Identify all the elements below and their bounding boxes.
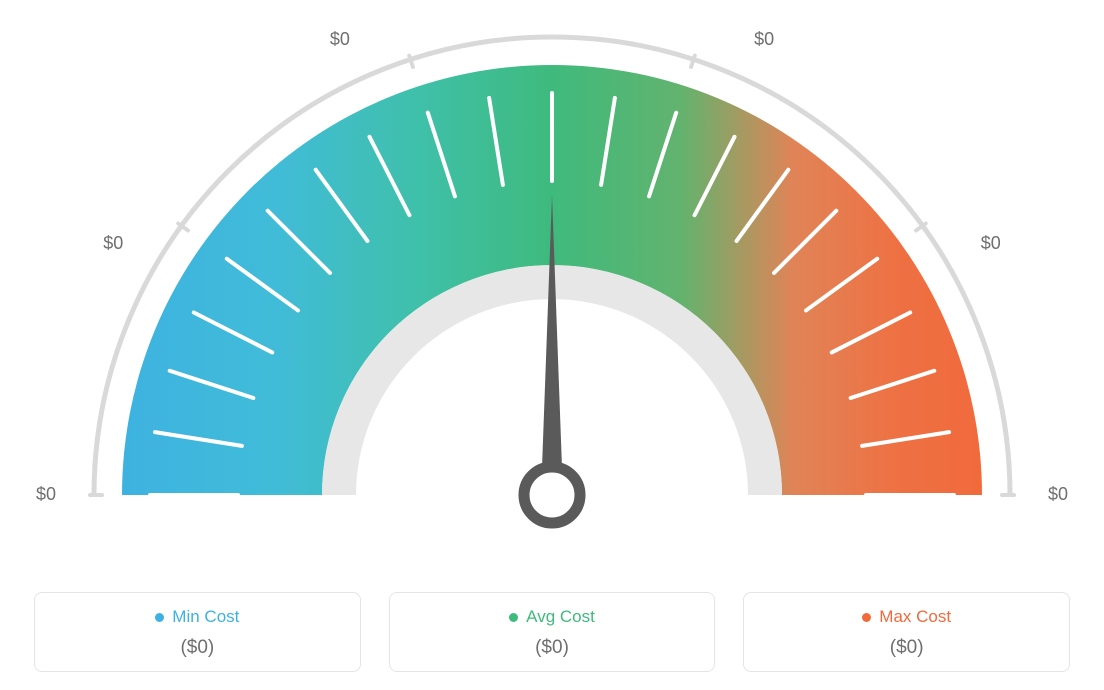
gauge-svg: $0 $0 $0 $0 $0 $0 (0, 0, 1104, 560)
svg-text:$0: $0 (754, 29, 774, 49)
gauge-chart: $0 $0 $0 $0 $0 $0 (0, 0, 1104, 560)
avg-cost-label: Avg Cost (526, 607, 595, 627)
avg-cost-title: Avg Cost (509, 607, 595, 627)
avg-cost-dot-icon (509, 613, 518, 622)
max-cost-dot-icon (862, 613, 871, 622)
cost-cards-row: Min Cost ($0) Avg Cost ($0) Max Cost ($0… (34, 592, 1070, 672)
min-cost-card: Min Cost ($0) (34, 592, 361, 672)
gauge-cost-widget: $0 $0 $0 $0 $0 $0 Min Cost ($0) Avg Cost ($0)… (0, 0, 1104, 690)
svg-text:$0: $0 (981, 233, 1001, 253)
max-cost-label: Max Cost (879, 607, 951, 627)
avg-cost-card: Avg Cost ($0) (389, 592, 716, 672)
svg-text:$0: $0 (330, 29, 350, 49)
svg-text:$0: $0 (1048, 484, 1068, 504)
max-cost-title: Max Cost (862, 607, 951, 627)
svg-text:$0: $0 (36, 484, 56, 504)
max-cost-value: ($0) (754, 637, 1059, 659)
min-cost-title: Min Cost (155, 607, 239, 627)
min-cost-value: ($0) (45, 637, 350, 659)
svg-text:$0: $0 (103, 233, 123, 253)
avg-cost-value: ($0) (400, 637, 705, 659)
min-cost-label: Min Cost (172, 607, 239, 627)
max-cost-card: Max Cost ($0) (743, 592, 1070, 672)
min-cost-dot-icon (155, 613, 164, 622)
